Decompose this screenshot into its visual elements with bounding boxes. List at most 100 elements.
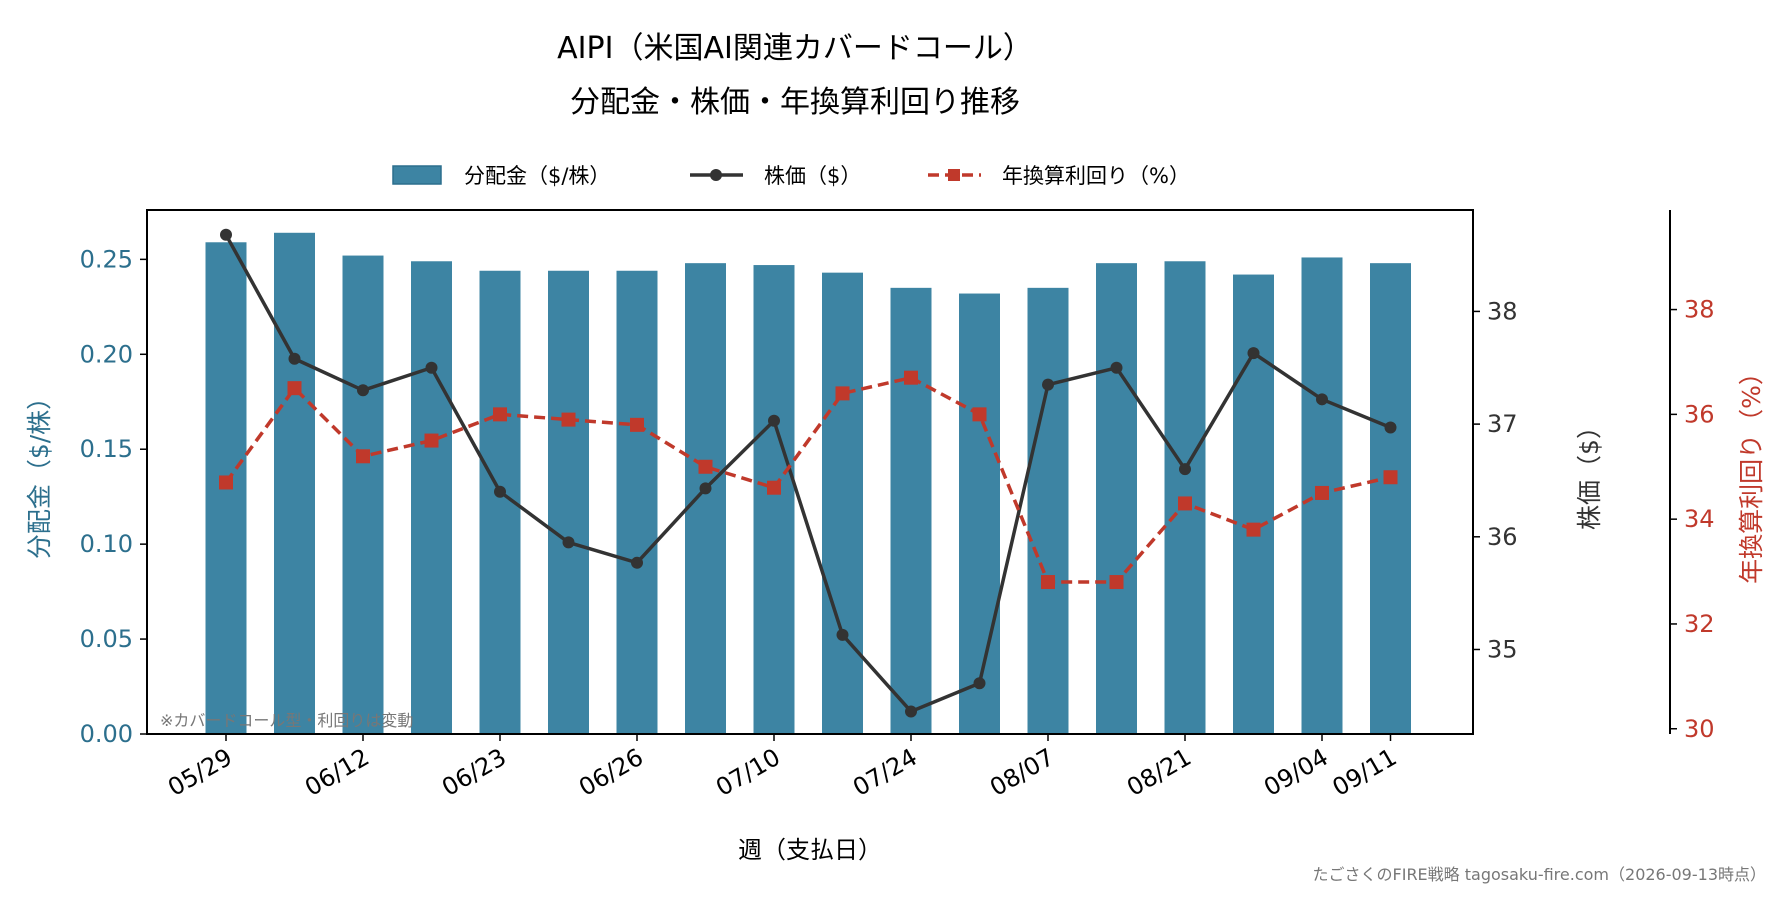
- legend-label-price: 株価（$）: [764, 164, 861, 188]
- mid-tick-label-0: 35: [1487, 635, 1518, 663]
- price-point-2: [357, 384, 369, 397]
- price-point-5: [562, 536, 575, 549]
- plot-frame: [146, 209, 1474, 735]
- left-tick-label-5: 0.25: [80, 245, 133, 273]
- yield-point-2: [356, 449, 370, 464]
- mid-axis-label: 株価（$）: [1575, 414, 1604, 530]
- price-point-0: [220, 228, 232, 241]
- dividend-bar-7: [685, 263, 726, 734]
- left-tick-label-0: 0.00: [80, 720, 133, 748]
- dividend-bar-6: [616, 270, 658, 734]
- yield-point-3: [424, 433, 439, 448]
- dividend-bars: [205, 232, 1411, 735]
- dividend-bar-12: [1027, 287, 1069, 734]
- chart-note: ※カバードコール型・利回りは変動: [160, 711, 413, 730]
- right-tick-label-1: 32: [1684, 610, 1715, 638]
- dividend-bar-10: [890, 287, 932, 734]
- price-point-12: [1042, 378, 1054, 391]
- right-tick-label-4: 38: [1684, 296, 1715, 324]
- mid-axis: 35 36 37 38: [1473, 297, 1518, 663]
- mid-tick-label-2: 37: [1487, 410, 1518, 438]
- right-axis-label: 年換算利回り（%）: [1737, 360, 1766, 584]
- yield-point-5: [561, 412, 576, 427]
- right-tick-label-2: 34: [1684, 505, 1715, 533]
- legend-marker-yield: [948, 169, 960, 181]
- yield-point-15: [1246, 522, 1261, 537]
- price-point-14: [1179, 463, 1191, 476]
- legend: 分配金（$/株） 株価（$） 年換算利回り（%）: [392, 164, 1190, 188]
- price-point-13: [1110, 361, 1123, 374]
- left-axis-label: 分配金（$/株）: [25, 385, 54, 559]
- x-axis: 05/29 06/12 06/23 06/26 07/10 07/24 08/07 08/21…: [163, 734, 1402, 802]
- dividend-bar-1: [274, 232, 315, 735]
- price-point-7: [699, 482, 712, 495]
- x-tick-label-8: 09/04: [1259, 743, 1333, 802]
- price-point-16: [1316, 393, 1328, 406]
- chart-title-line1: AIPI（米国AI関連カバードコール）: [557, 31, 1033, 66]
- yield-point-9: [835, 386, 850, 401]
- right-tick-label-3: 36: [1684, 400, 1715, 428]
- yield-point-11: [972, 407, 987, 422]
- x-axis-label: 週（支払日）: [738, 836, 882, 864]
- price-point-8: [768, 414, 780, 427]
- price-point-17: [1384, 421, 1397, 434]
- legend-swatch-dividend: [392, 165, 442, 185]
- x-tick-label-7: 08/21: [1122, 743, 1196, 802]
- left-tick-label-1: 0.05: [80, 625, 133, 653]
- x-tick-label-6: 08/07: [985, 743, 1059, 802]
- yield-series-line: [224, 375, 1391, 584]
- yield-point-10: [904, 370, 918, 385]
- price-point-10: [905, 705, 917, 718]
- left-tick-label-4: 0.20: [80, 340, 133, 368]
- yield-point-14: [1178, 496, 1192, 511]
- dividend-bar-2: [342, 255, 384, 734]
- x-tick-label-4: 07/10: [711, 743, 785, 802]
- yield-point-13: [1109, 575, 1124, 590]
- dividend-bar-5: [548, 270, 589, 734]
- price-point-11: [973, 677, 986, 690]
- x-tick-label-9: 09/11: [1328, 743, 1402, 802]
- legend-label-yield: 年換算利回り（%）: [1002, 164, 1190, 188]
- yield-point-6: [630, 417, 644, 432]
- dividend-bar-13: [1096, 263, 1137, 734]
- yield-point-12: [1041, 575, 1055, 590]
- left-tick-label-3: 0.15: [80, 435, 133, 463]
- legend-label-dividend: 分配金（$/株）: [464, 164, 610, 188]
- yield-point-0: [219, 475, 233, 490]
- mid-tick-label-3: 38: [1487, 297, 1518, 325]
- yield-point-8: [767, 480, 781, 495]
- mid-tick-label-1: 36: [1487, 523, 1518, 551]
- left-axis: 0.00 0.05 0.10 0.15 0.20 0.25: [80, 245, 147, 748]
- x-tick-label-5: 07/24: [848, 743, 922, 802]
- price-point-4: [494, 485, 506, 498]
- yield-point-7: [698, 459, 713, 474]
- legend-marker-price: [710, 169, 722, 181]
- dividend-bar-8: [753, 265, 795, 734]
- x-tick-label-0: 05/29: [163, 743, 237, 802]
- yield-point-17: [1383, 470, 1398, 485]
- price-point-15: [1247, 347, 1260, 360]
- dividend-bar-3: [411, 261, 452, 734]
- yield-point-4: [493, 407, 507, 422]
- yield-point-16: [1315, 485, 1329, 500]
- x-tick-label-2: 06/23: [437, 743, 511, 802]
- right-axis: 30 32 34 36 38: [1669, 210, 1715, 743]
- price-point-6: [631, 556, 643, 569]
- yield-point-1: [287, 381, 302, 396]
- price-point-3: [425, 361, 438, 374]
- dividend-bar-15: [1233, 274, 1274, 734]
- x-tick-label-3: 06/26: [574, 743, 648, 802]
- price-series-line: [224, 233, 1392, 714]
- price-point-1: [288, 352, 301, 365]
- right-tick-label-0: 30: [1684, 715, 1715, 743]
- price-line: [220, 228, 1397, 718]
- left-tick-label-2: 0.10: [80, 530, 133, 558]
- dividend-bar-9: [822, 272, 863, 734]
- chart-title-line2: 分配金・株価・年換算利回り推移: [570, 85, 1020, 120]
- price-point-9: [836, 628, 849, 641]
- chart-footer: たごさくのFIRE戦略 tagosaku-fire.com（2026-09-13…: [1313, 865, 1766, 884]
- dividend-bar-11: [959, 293, 1000, 734]
- x-tick-label-1: 06/12: [300, 743, 374, 802]
- dividend-bar-17: [1370, 263, 1411, 734]
